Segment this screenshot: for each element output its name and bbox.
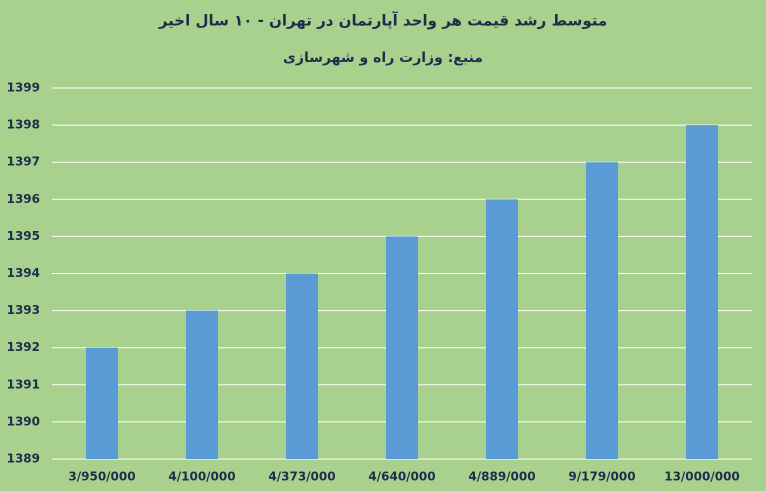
y-tick-label: 1390 bbox=[7, 414, 40, 428]
y-tick-label: 1396 bbox=[7, 192, 40, 206]
bar bbox=[86, 347, 118, 459]
x-tick-label: 4/100/000 bbox=[168, 470, 235, 484]
y-tick-label: 1397 bbox=[7, 155, 40, 169]
x-tick-label: 13/000/000 bbox=[664, 470, 740, 484]
x-tick-label: 3/950/000 bbox=[68, 470, 135, 484]
x-tick-label: 4/889/000 bbox=[468, 470, 535, 484]
x-tick-label: 9/179/000 bbox=[568, 470, 635, 484]
y-tick-label: 1394 bbox=[7, 266, 40, 280]
bar bbox=[686, 125, 718, 459]
y-tick-label: 1395 bbox=[7, 229, 40, 243]
y-tick-label: 1393 bbox=[7, 303, 40, 317]
y-tick-label: 1389 bbox=[7, 452, 40, 466]
x-tick-label: 4/640/000 bbox=[368, 470, 435, 484]
bar bbox=[286, 273, 318, 459]
bar bbox=[586, 162, 618, 459]
chart-title: متوسط رشد قیمت هر واحد آپارتمان در تهران… bbox=[158, 12, 607, 31]
chart-subtitle: منبع: وزارت راه و شهرسازی bbox=[283, 50, 483, 66]
y-tick-label: 1399 bbox=[7, 81, 40, 95]
y-tick-label: 1391 bbox=[7, 377, 40, 391]
x-tick-label: 4/373/000 bbox=[268, 470, 335, 484]
bar bbox=[186, 310, 218, 459]
y-tick-label: 1392 bbox=[7, 340, 40, 354]
y-tick-label: 1398 bbox=[7, 118, 40, 132]
bar bbox=[386, 236, 418, 459]
bar bbox=[486, 199, 518, 460]
